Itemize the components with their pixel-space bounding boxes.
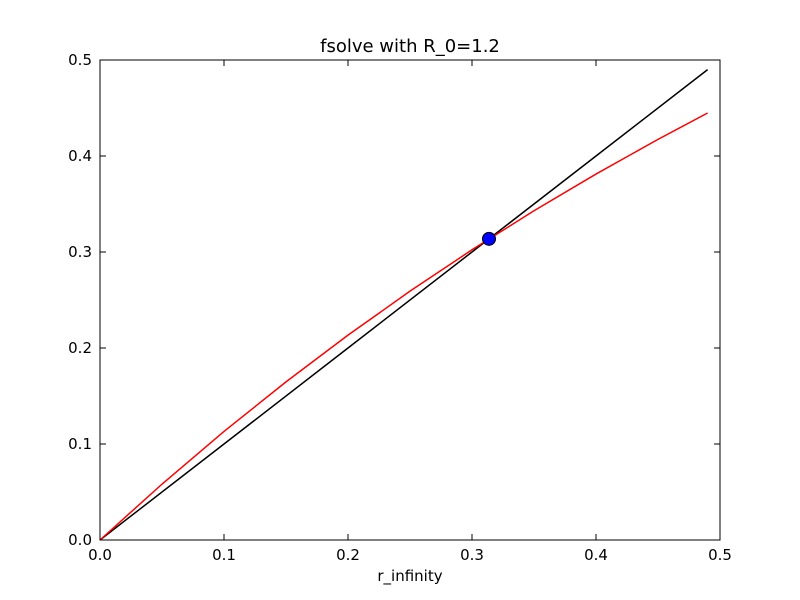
- x-tick-label: 0.4: [584, 546, 608, 564]
- series-line-1: [99, 69, 709, 541]
- x-tick-label: 0.2: [336, 546, 360, 564]
- y-tick-label: 0.3: [68, 243, 92, 261]
- x-tick-label: 0.5: [708, 546, 732, 564]
- y-tick-label: 0.1: [68, 435, 92, 453]
- y-tick-label: 0.2: [68, 339, 92, 357]
- x-axis-label: r_infinity: [377, 567, 442, 586]
- y-tick-label: 0.0: [68, 531, 92, 549]
- ticks-layer: [99, 59, 721, 541]
- plot-area: 0.0 0.1 0.2 0.3 0.4 0.5 0.0 0.1 0.2 0.3 0.4 0.5: [68, 51, 732, 564]
- series-layer: [99, 69, 709, 541]
- points-layer: [481, 231, 496, 246]
- x-tick-label: 0.1: [212, 546, 236, 564]
- x-tick-label: 0.3: [460, 546, 484, 564]
- series-line-2: [99, 112, 708, 541]
- solution-point-marker: [481, 231, 496, 246]
- axes-frame: [99, 59, 721, 541]
- x-tick-label: 0.0: [88, 546, 112, 564]
- tick-labels-layer: 0.0 0.1 0.2 0.3 0.4 0.5 0.0 0.1 0.2 0.3 0.4 0.5: [68, 51, 732, 564]
- y-tick-label: 0.4: [68, 147, 92, 165]
- y-tick-label: 0.5: [68, 51, 92, 69]
- chart-title: fsolve with R_0=1.2: [320, 36, 500, 57]
